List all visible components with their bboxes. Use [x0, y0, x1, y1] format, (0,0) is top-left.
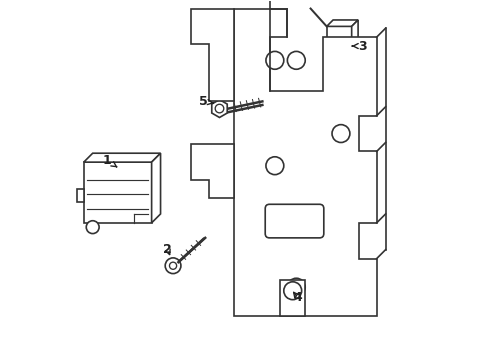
Polygon shape	[190, 144, 233, 198]
Polygon shape	[190, 9, 233, 102]
Circle shape	[283, 282, 301, 300]
Polygon shape	[151, 153, 160, 223]
Circle shape	[332, 40, 345, 53]
Circle shape	[265, 51, 283, 69]
Circle shape	[265, 157, 283, 175]
Circle shape	[287, 278, 305, 296]
Text: 1: 1	[102, 154, 117, 167]
Polygon shape	[233, 9, 376, 316]
Circle shape	[169, 262, 176, 269]
Circle shape	[287, 51, 305, 69]
Circle shape	[86, 221, 99, 234]
Polygon shape	[326, 20, 357, 26]
Circle shape	[215, 104, 224, 113]
Polygon shape	[326, 26, 351, 66]
Text: 4: 4	[293, 291, 302, 305]
Circle shape	[165, 258, 181, 274]
Text: 2: 2	[163, 243, 172, 256]
Polygon shape	[280, 280, 305, 316]
Polygon shape	[83, 162, 151, 223]
Polygon shape	[211, 100, 227, 117]
Polygon shape	[77, 189, 83, 202]
Circle shape	[331, 125, 349, 143]
Polygon shape	[351, 20, 357, 66]
Text: 3: 3	[352, 40, 366, 53]
Polygon shape	[83, 153, 160, 162]
Text: 5: 5	[199, 95, 213, 108]
FancyBboxPatch shape	[264, 204, 323, 238]
